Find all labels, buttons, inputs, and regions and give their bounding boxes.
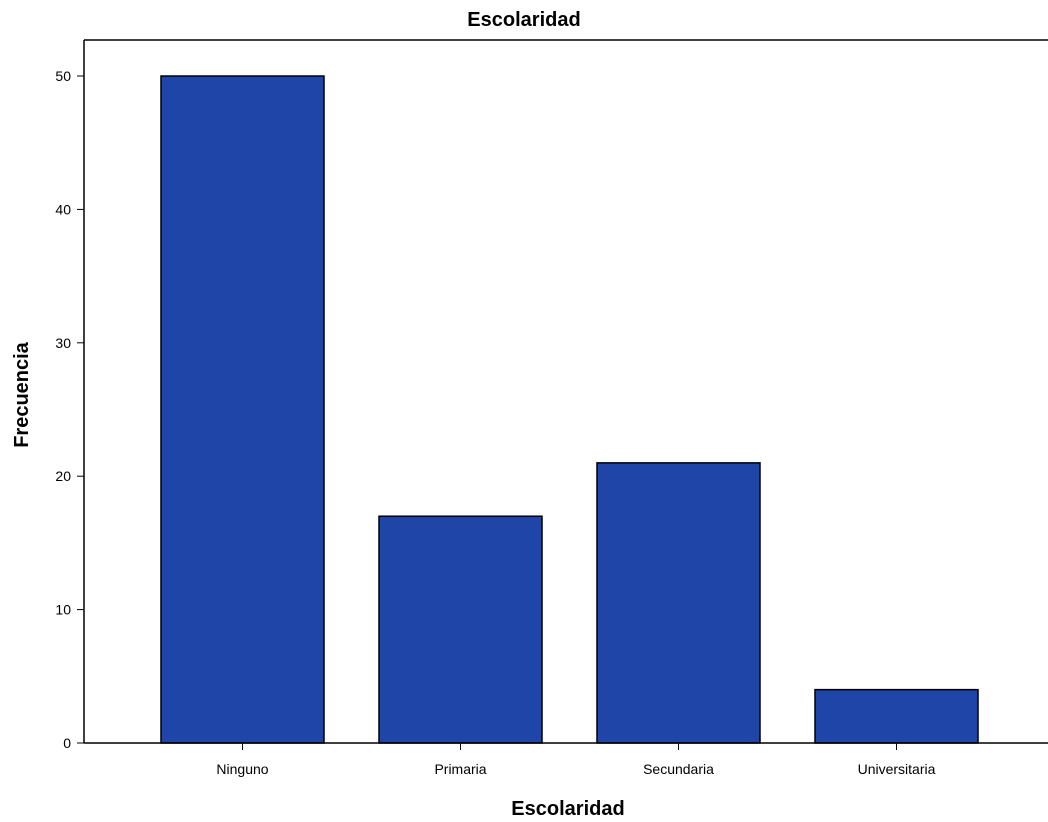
plot-area: 0 10 20 30 40 50 Ninguno Primaria Secundaria Univ… (55, 39, 1048, 777)
y-tick-label-10: 10 (55, 602, 71, 618)
y-tick-label-40: 40 (55, 201, 71, 217)
y-tick-label-20: 20 (55, 468, 71, 484)
x-tick-label-primaria: Primaria (434, 761, 486, 777)
bar-ninguno (160, 75, 325, 744)
chart-title: Escolaridad (467, 9, 580, 31)
x-tick-label-ninguno: Ninguno (216, 761, 268, 777)
y-tick-label-0: 0 (63, 735, 71, 751)
bar-primaria (378, 515, 543, 744)
x-tick-label-universitaria: Universitaria (858, 761, 936, 777)
y-tick-label-30: 30 (55, 335, 71, 351)
bar-universitaria (814, 688, 979, 744)
bar-secundaria (596, 462, 761, 744)
x-tick-label-secundaria: Secundaria (643, 761, 714, 777)
y-tick-label-50: 50 (55, 68, 71, 84)
x-axis-title: Escolaridad (511, 798, 624, 820)
y-axis-title: Frecuencia (11, 341, 33, 447)
